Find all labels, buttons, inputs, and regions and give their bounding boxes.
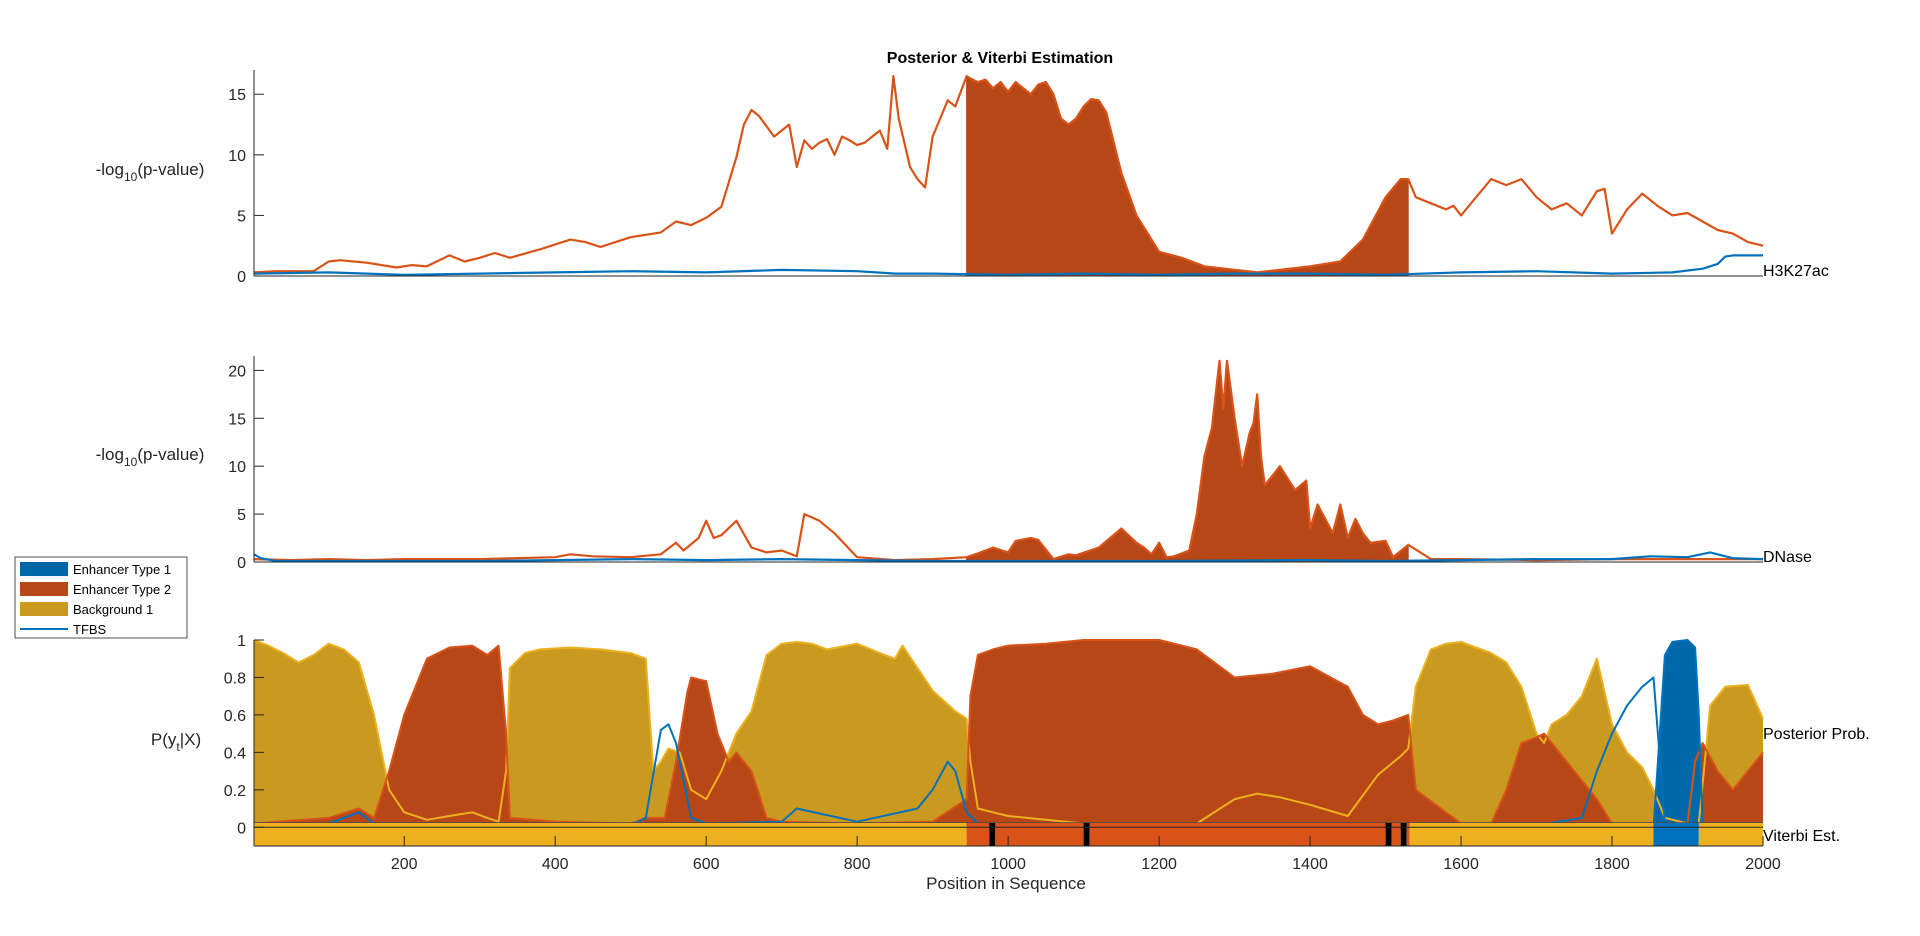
h3k27ac-ylabel: -log10(p-value): [96, 160, 205, 184]
shaded-region-enhancer-type-2: [966, 360, 1409, 563]
legend-items: Enhancer Type 1 Enhancer Type 2 Background…: [20, 562, 171, 637]
x-tick-label: 1200: [1141, 856, 1177, 873]
y-tick-label: 0.2: [224, 783, 246, 800]
legend-label-background-1: Background 1: [73, 602, 153, 617]
figure-title: Posterior & Viterbi Estimation: [887, 50, 1113, 67]
y-tick-label: 5: [237, 507, 246, 524]
legend: Enhancer Type 1 Enhancer Type 2 Background…: [14, 556, 188, 639]
viterbi-segment-background-1: [254, 823, 967, 846]
series-line-tfbs: [253, 551, 1764, 563]
y-tick-label: 15: [228, 87, 246, 104]
x-tick-label: 800: [844, 856, 871, 873]
x-axis-label: Position in Sequence: [926, 874, 1086, 893]
x-tick-label: 2000: [1745, 856, 1781, 873]
y-tick-label: 1: [237, 633, 246, 650]
viterbi-segment-enhancer-type-2: [966, 823, 990, 846]
series-line-h3k27ac-signal: [253, 74, 1764, 274]
y-tick-label: 0.8: [224, 670, 246, 687]
legend-swatch-enhancer-type-1: [20, 562, 68, 576]
dnase-marks: [253, 359, 1764, 563]
x-tick-label: 1000: [990, 856, 1026, 873]
x-tick-label: 600: [693, 856, 720, 873]
h3k27ac-axes: 0 5 10 15: [228, 70, 1763, 286]
h3k27ac-track-label: H3K27ac: [1763, 263, 1829, 280]
legend-label-enhancer-type-1: Enhancer Type 1: [73, 562, 171, 577]
viterbi-segment-enhancer-type-2: [1089, 823, 1386, 846]
posterior-marks: [253, 639, 1764, 829]
series-line-tfbs: [253, 254, 1763, 276]
posterior-track-label: Posterior Prob.: [1763, 726, 1870, 743]
viterbi-segment-boundary: [1385, 823, 1392, 846]
y-tick-label: 0.6: [224, 708, 246, 725]
y-tick-label: 20: [228, 363, 246, 380]
viterbi-segment-enhancer-type-2: [995, 823, 1084, 846]
h3k27ac-marks: [253, 74, 1764, 277]
legend-swatch-background-1: [20, 602, 68, 616]
y-tick-label: 0: [237, 820, 246, 837]
panel-h3k27ac: 0 5 10 15 -log10(p-value) H3K27ac: [96, 70, 1829, 286]
viterbi-segment-background-1: [1409, 823, 1654, 846]
y-tick-label: 10: [228, 148, 246, 165]
viterbi-track: [254, 822, 1763, 846]
dnase-ylabel: -log10(p-value): [96, 445, 205, 469]
viterbi-segment-boundary: [1400, 823, 1407, 846]
dnase-track-label: DNase: [1763, 549, 1812, 566]
posterior-ylabel: P(yt|X): [151, 730, 201, 754]
x-tick-label: 1600: [1443, 856, 1479, 873]
viterbi-segment-enhancer-type-2: [1406, 823, 1410, 846]
area-enhancer-type-2: [254, 640, 1763, 828]
series-line-enhancer-type-2: [253, 639, 1764, 825]
viterbi-segment-boundary: [989, 823, 996, 846]
x-tick-label: 1800: [1594, 856, 1630, 873]
y-tick-label: 10: [228, 459, 246, 476]
panel-dnase: 0 5 10 15 20 -log10(p-value) DNase: [96, 356, 1812, 572]
y-tick-label: 15: [228, 411, 246, 428]
x-tick-label: 400: [542, 856, 569, 873]
x-tick-label: 1400: [1292, 856, 1328, 873]
legend-swatch-enhancer-type-2: [20, 582, 68, 596]
shaded-region-enhancer-type-2: [966, 75, 1409, 277]
y-tick-label: 0.4: [224, 745, 246, 762]
series-line-dnase-signal: [253, 359, 1763, 562]
y-tick-label: 5: [237, 208, 246, 225]
viterbi-segment-enhancer-type-2: [1391, 823, 1401, 846]
y-tick-label: 0: [237, 555, 246, 572]
dnase-axes: 0 5 10 15 20: [228, 356, 1763, 572]
y-tick-label: 0: [237, 269, 246, 286]
legend-label-tfbs: TFBS: [73, 622, 107, 637]
legend-label-enhancer-type-2: Enhancer Type 2: [73, 582, 171, 597]
viterbi-segment-background-1: [1698, 823, 1763, 846]
viterbi-segment-boundary: [1083, 823, 1090, 846]
series-line-enhancer-type-1: [254, 639, 1763, 829]
x-tick-label: 200: [391, 856, 418, 873]
viterbi-track-label: Viterbi Est.: [1763, 828, 1840, 845]
viterbi-segment-enhancer-type-1: [1653, 823, 1699, 846]
